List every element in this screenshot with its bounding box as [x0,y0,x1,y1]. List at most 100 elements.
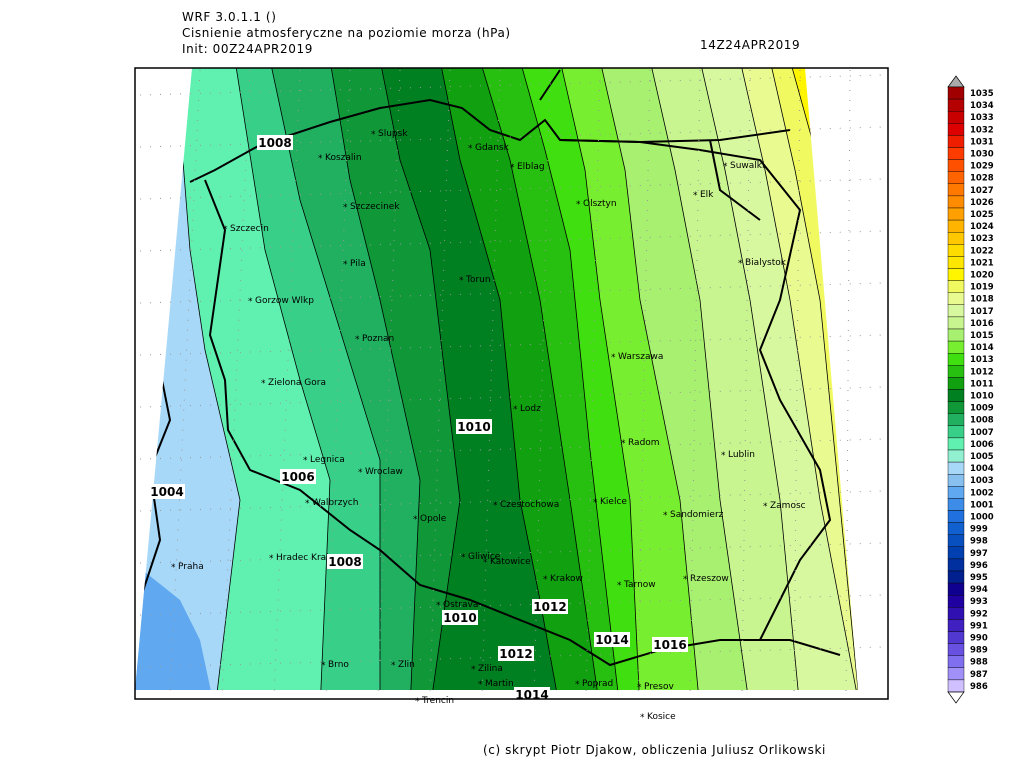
city-marker: * [415,697,420,707]
isobar [379,68,461,690]
city-label: Kielce [600,497,627,507]
city-label: Legnica [310,455,345,465]
colorbar-label: 1034 [970,101,994,111]
isobar-label: 1010 [443,611,476,625]
city-label: Martin [485,679,514,689]
init-time: Init: 00Z24APR2019 [182,42,313,56]
colorbar-label: 1021 [970,258,994,268]
city-label: Kosice [647,712,676,722]
colorbar-label: 1025 [970,210,994,220]
isobar-label-bg [456,419,492,434]
city-marker: * [223,225,228,235]
isobar-label: 1014 [515,688,548,702]
isobar-label-bg [442,610,478,625]
colorbar-swatch [947,546,965,560]
colorbar-swatch [947,474,965,487]
city-label: Suwalki [730,161,765,171]
colorbar: 1035 1034 1033 1032 1031 1030 1029 1028 1027 1026… [947,75,994,704]
city-label: Krakow [550,574,583,584]
colorbar-label: 1027 [970,186,994,196]
city-marker: * [391,661,396,671]
isobar [699,68,801,690]
colorbar-swatch [947,570,965,584]
city-marker: * [461,553,466,563]
colorbar-label: 997 [970,549,988,559]
colorbar-swatch [947,340,965,354]
isobar-label-bg [149,484,185,499]
city-label: Poznan [362,334,394,344]
colorbar-label: 1028 [970,174,994,184]
colorbar-label: 1011 [970,379,994,389]
colorbar-swatch [947,207,965,221]
colorbar-label: 1013 [970,355,994,365]
colorbar-label: 992 [970,609,988,619]
city-marker: * [575,680,580,690]
city-label: Presov [644,682,675,692]
isobar-label: 1010 [457,420,490,434]
city-label: Zielona Gora [268,378,326,388]
isobar [439,68,561,690]
isobar-label: 1004 [150,485,183,499]
city-label: Zamosc [770,501,806,511]
pressure-band [235,68,380,690]
colorbar-label: 994 [970,585,988,595]
pressure-band [520,68,640,690]
city-marker: * [269,554,274,564]
colorbar-swatch [947,401,965,414]
city-label: Elk [700,190,714,200]
colorbar-swatch [947,280,965,293]
city-marker: * [303,456,308,466]
isobar [234,68,331,690]
colorbar-swatch [947,522,965,535]
model-name: WRF 3.0.1.1 () [182,10,276,24]
valid-time: 14Z24APR2019 [700,38,800,52]
city-marker: * [459,276,464,286]
colorbar-swatch [947,679,965,693]
colorbar-label: 1010 [970,392,994,402]
city-marker: * [471,665,476,675]
colorbar-swatch [947,256,965,269]
colorbar-swatch [947,582,965,596]
city-marker: * [593,498,598,508]
colorbar-swatch [947,655,965,669]
isobar-label: 1008 [258,136,291,150]
city-marker: * [261,379,266,389]
colorbar-label: 995 [970,573,988,583]
colorbar-swatch [947,268,965,281]
city-label: Gorzow Wlkp [255,296,314,306]
colorbar-swatch [947,510,965,523]
city-label: Praha [178,562,204,572]
pressure-band [600,68,750,690]
isobar-labels: 1008 1010 1006 1004 1008 1010 1012 1014 1016 1012… [149,135,688,702]
pressure-band [700,68,858,690]
colorbar-swatch [947,389,965,402]
colorbar-arrow [947,75,965,88]
colorbar-label: 1019 [970,283,994,293]
city-marker: * [510,163,515,173]
colorbar-label: 1017 [970,307,994,317]
colorbar-label: 1033 [970,113,994,123]
colorbar-swatch [947,292,965,306]
colorbar-swatch [947,558,965,572]
city-marker: * [436,601,441,611]
colorbar-label: 1005 [970,452,994,462]
colorbar-swatch [947,365,965,378]
colorbar-label: 1000 [970,513,994,523]
city-marker: * [483,558,488,568]
colorbar-label: 998 [970,537,988,547]
colorbar-swatch [947,486,965,499]
colorbar-swatch [947,377,965,390]
colorbar-swatch [947,110,965,124]
isobar-label-bg [594,632,630,647]
colorbar-swatch [947,328,965,342]
city-label: Szczecinek [350,202,400,212]
city-marker: * [723,162,728,172]
isobar-label: 1012 [533,600,566,614]
city-marker: * [318,154,323,164]
colorbar-swatch [947,498,965,511]
city-label: Gliwice [468,552,501,562]
colorbar-label: 996 [970,561,988,571]
city-marker: * [617,581,622,591]
colorbar-swatch [947,353,965,366]
